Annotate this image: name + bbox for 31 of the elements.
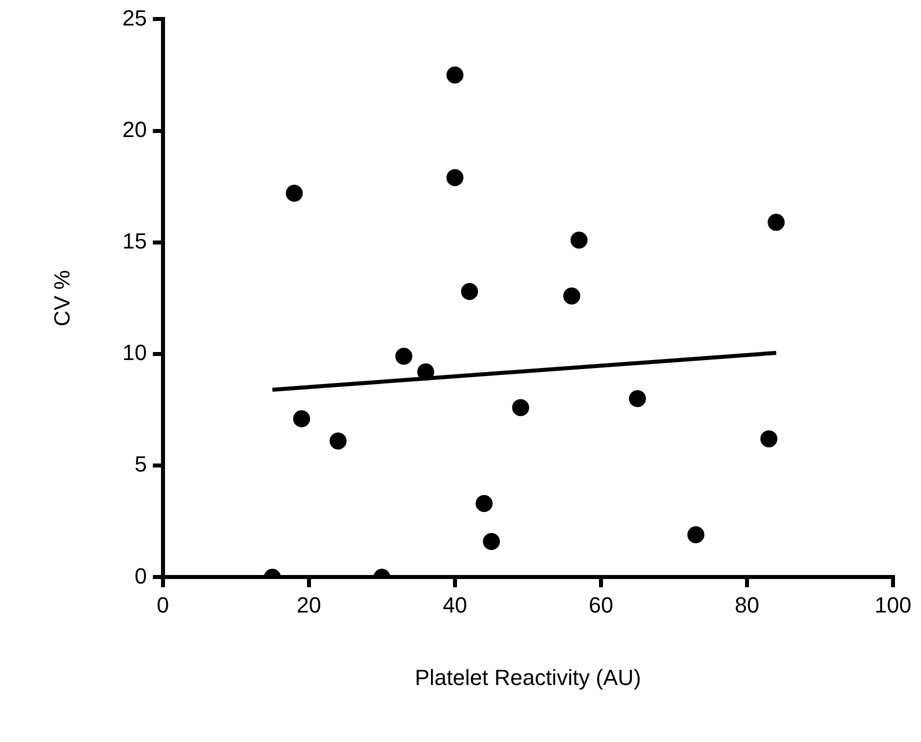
point <box>293 410 310 428</box>
x-tick-label: 40 <box>442 592 468 618</box>
point <box>461 283 478 300</box>
x-tick-label: 20 <box>296 592 322 618</box>
point <box>768 214 785 231</box>
y-tick-label: 10 <box>122 340 147 366</box>
x-axis-title: Platelet Reactivity (AU) <box>414 664 642 690</box>
point <box>563 287 580 304</box>
point <box>286 184 303 202</box>
point <box>476 495 493 512</box>
x-tick-label: 80 <box>734 592 760 618</box>
y-axis-title: CV % <box>49 270 74 326</box>
y-tick-label: 5 <box>134 452 147 477</box>
point <box>570 232 588 249</box>
point <box>760 430 778 448</box>
y-tick-label: 15 <box>122 228 147 254</box>
point <box>330 432 347 450</box>
point <box>446 169 464 186</box>
point <box>512 399 530 416</box>
y-tick-label: 25 <box>122 5 147 30</box>
y-tick-label: 0 <box>134 563 147 588</box>
point <box>446 66 464 84</box>
point <box>417 363 434 380</box>
x-tick-label: 60 <box>588 592 614 618</box>
x-tick-label: 0 <box>156 592 169 618</box>
y-tick-label: 20 <box>122 116 147 142</box>
point <box>395 348 412 365</box>
point <box>628 390 646 408</box>
point <box>687 526 704 544</box>
point <box>482 532 500 550</box>
x-tick-label: 100 <box>874 592 912 618</box>
